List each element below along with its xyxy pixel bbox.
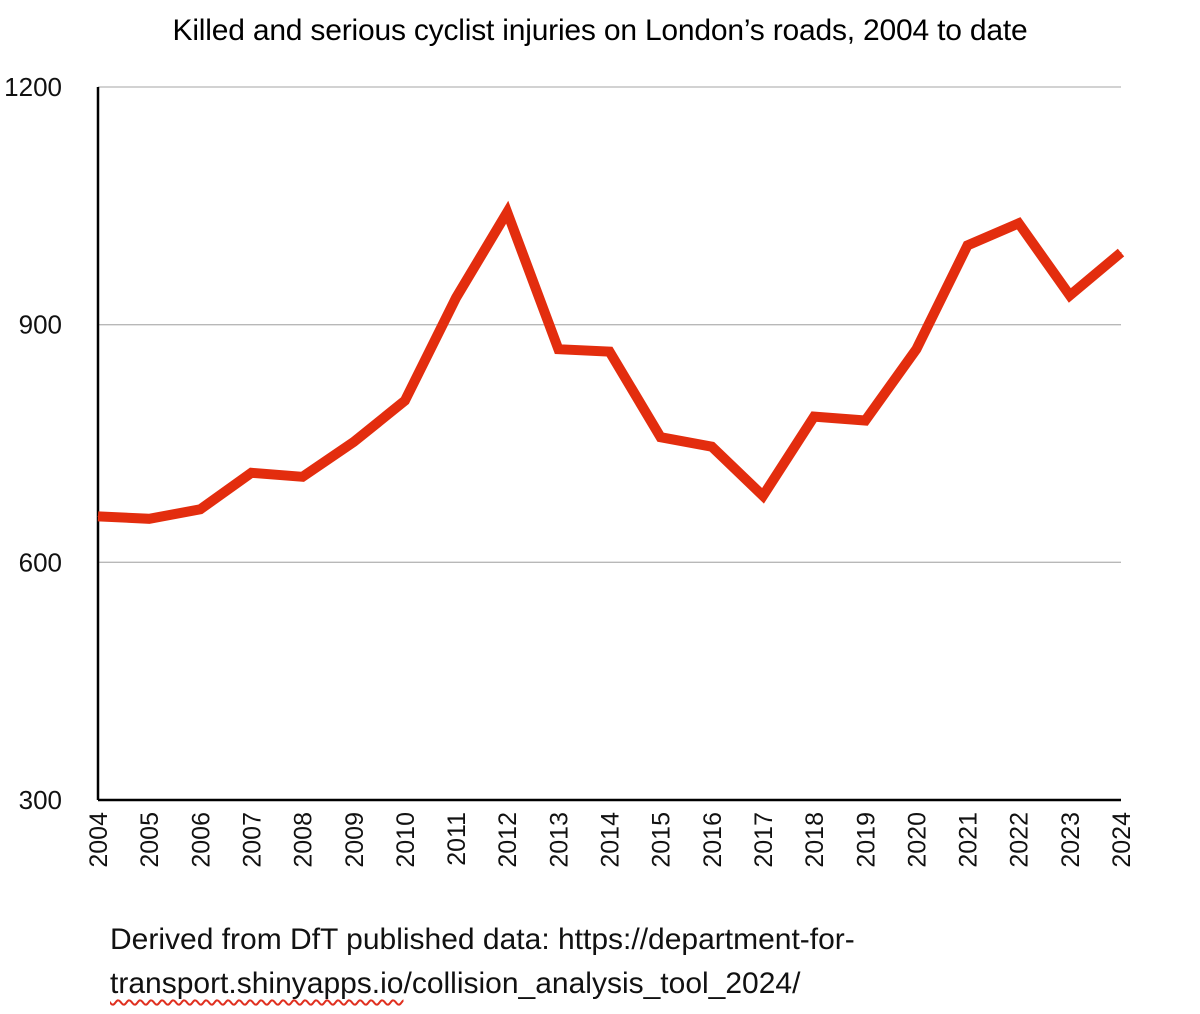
chart-title: Killed and serious cyclist injuries on L…: [172, 14, 1028, 47]
x-tick-label: 2015: [648, 812, 676, 868]
data-point: [148, 518, 150, 520]
data-point: [557, 348, 559, 350]
source-note: Derived from DfT published data: https:/…: [110, 918, 1010, 1006]
x-tick-labels: 2004 2005 2006 2007 2008 2009 2010 2011 2012 2013…: [85, 812, 1136, 868]
source-line-2: transport.shinyapps.io/collision_analysi…: [110, 962, 1010, 1006]
data-point: [762, 495, 764, 497]
source-link-domain[interactable]: transport.shinyapps.io: [110, 967, 404, 1000]
data-point: [1120, 252, 1122, 254]
x-tick-label: 2005: [136, 812, 164, 868]
x-tick-label: 2010: [392, 812, 420, 868]
gridlines: [98, 86, 1121, 563]
x-tick-label: 2008: [290, 812, 318, 868]
x-tick-label: 2021: [955, 812, 983, 868]
x-tick-label: 2009: [341, 812, 369, 868]
x-tick-label: 2013: [545, 812, 573, 868]
series-group: [97, 200, 1125, 524]
data-point: [1018, 222, 1020, 224]
x-tick-label: 2012: [494, 812, 522, 868]
data-point: [404, 400, 406, 402]
data-point: [199, 508, 201, 510]
source-line-1: Derived from DfT published data: https:/…: [110, 923, 855, 956]
x-tick-label: 2006: [187, 812, 215, 868]
y-tick-label: 900: [19, 310, 62, 340]
data-point: [609, 351, 610, 353]
y-tick-label: 300: [19, 785, 62, 815]
data-point: [302, 476, 304, 478]
data-point: [660, 436, 662, 438]
x-tick-label: 2019: [852, 812, 880, 868]
data-point: [813, 416, 815, 418]
source-link-path: /collision_analysis_tool_2024/: [403, 967, 801, 1000]
data-point: [1069, 294, 1071, 296]
data-point: [967, 244, 968, 246]
y-tick-label: 600: [19, 547, 62, 577]
data-point: [455, 297, 457, 299]
x-tick-label: 2016: [699, 812, 727, 868]
data-point: [864, 420, 866, 421]
data-point: [506, 211, 508, 213]
x-tick-label: 2022: [1006, 812, 1034, 868]
x-tick-label: 2004: [85, 812, 113, 868]
y-tick-labels: 1200 900 600 300: [4, 72, 62, 815]
x-tick-label: 2007: [238, 812, 266, 868]
data-point: [97, 515, 99, 517]
x-tick-label: 2024: [1108, 812, 1136, 868]
x-tick-label: 2011: [443, 812, 471, 866]
data-point: [250, 472, 252, 474]
x-tick-label: 2023: [1057, 812, 1085, 868]
x-tick-label: 2018: [801, 812, 829, 868]
x-tick-label: 2017: [750, 812, 778, 868]
data-point: [711, 446, 713, 448]
x-tick-label: 2014: [597, 812, 625, 868]
y-tick-label: 1200: [4, 72, 62, 102]
data-point: [915, 348, 917, 350]
x-tick-label: 2020: [903, 812, 931, 868]
data-point: [353, 441, 355, 443]
axes: [96, 87, 1121, 802]
